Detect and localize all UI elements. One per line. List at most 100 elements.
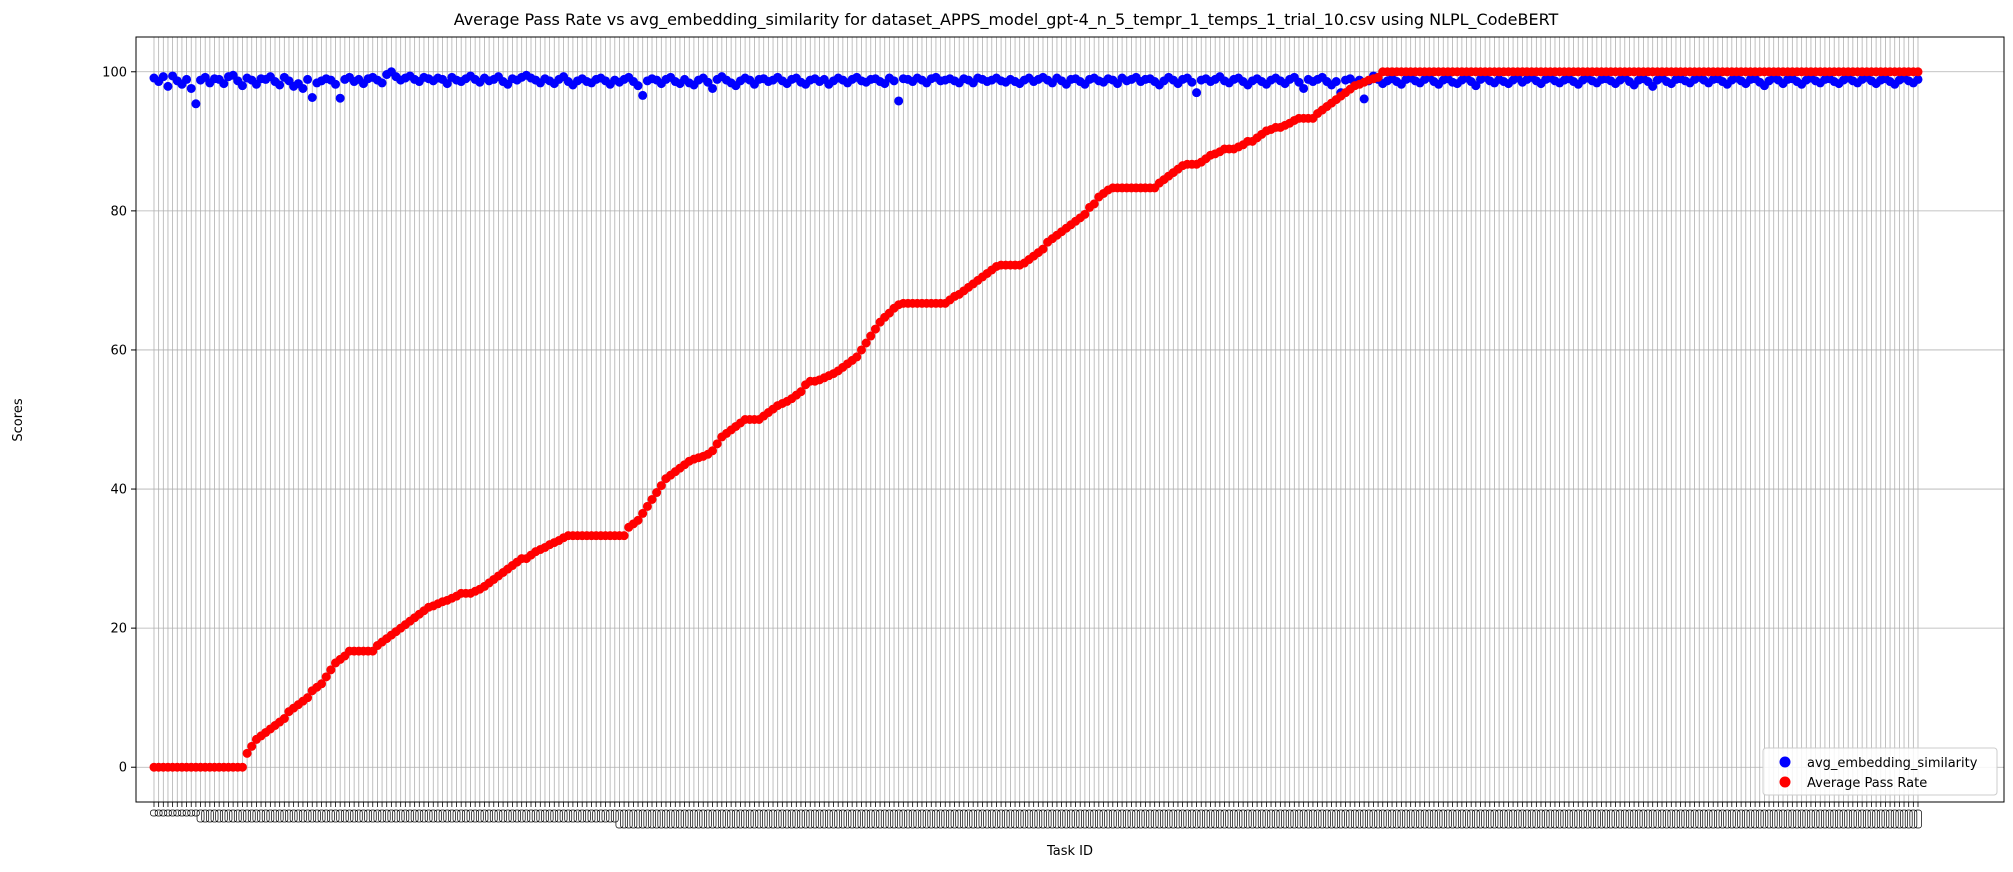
x-tick-label-glyph — [866, 809, 875, 829]
x-tick-label-glyph — [1737, 809, 1745, 829]
x-tick-label-glyph — [508, 809, 517, 823]
x-tick-label-glyph — [415, 809, 424, 823]
x-tick-label-glyph — [1290, 809, 1299, 829]
x-tick-label-glyph — [792, 809, 801, 829]
x-tick-label-glyph — [1108, 809, 1117, 829]
x-tick-label-glyph — [1704, 809, 1713, 829]
x-tick-label-glyph — [345, 809, 354, 823]
legend-label-avg-embedding-similarity: avg_embedding_similarity — [1807, 756, 1978, 771]
point-average-pass-rate — [647, 494, 657, 504]
x-tick-label-glyph — [1779, 809, 1787, 829]
x-tick-label-glyph — [233, 809, 242, 823]
x-tick-label-glyph — [829, 809, 838, 829]
series-average-pass-rate — [149, 67, 1923, 772]
x-tick-label-glyph — [1807, 809, 1815, 829]
x-tick-label-glyph — [1025, 809, 1033, 829]
x-tick-label-glyph — [1830, 809, 1839, 829]
x-tick-label-glyph — [1178, 809, 1187, 829]
y-tick-label: 60 — [110, 343, 127, 358]
x-tick-label-glyph — [1122, 809, 1131, 829]
x-tick-label-glyph — [555, 809, 563, 823]
point-average-pass-rate — [1038, 244, 1048, 254]
x-tick-label-glyph — [187, 809, 196, 817]
x-tick-label-glyph — [680, 809, 689, 829]
x-tick-label-glyph — [382, 809, 391, 823]
x-tick-label-glyph — [1686, 809, 1694, 829]
x-tick-label-glyph — [1141, 809, 1150, 829]
x-tick-label-glyph — [932, 809, 940, 829]
x-tick-label-glyph — [229, 809, 237, 823]
x-tick-label-glyph — [308, 809, 317, 823]
x-tick-label-glyph — [1797, 809, 1806, 829]
x-tick-label-glyph — [1085, 809, 1094, 829]
x-tick-label-glyph — [1206, 809, 1215, 829]
point-avg-embedding-similarity — [298, 83, 308, 93]
x-tick-label-glyph — [615, 809, 624, 829]
x-tick-label-glyph — [1769, 809, 1778, 829]
x-tick-label-glyph — [1397, 809, 1406, 829]
x-tick-label-glyph — [717, 809, 726, 829]
x-tick-label-glyph — [1318, 809, 1327, 829]
x-tick-label-glyph — [950, 809, 959, 829]
x-tick-label-glyph — [164, 809, 172, 817]
x-tick-label-glyph — [1662, 809, 1671, 829]
x-tick-label-glyph — [1081, 809, 1089, 829]
x-tick-label-glyph — [150, 809, 158, 817]
x-tick-label-glyph — [1406, 809, 1415, 829]
x-tick-label-glyph — [704, 809, 712, 829]
x-tick-label-glyph — [825, 809, 833, 829]
x-tick-label-glyph — [387, 809, 396, 823]
x-tick-label-glyph — [1048, 809, 1057, 829]
x-tick-label-glyph — [489, 809, 498, 823]
x-tick-label-glyph — [587, 809, 596, 823]
x-tick-label-glyph — [1606, 809, 1615, 829]
x-tick-label-glyph — [541, 809, 549, 823]
x-tick-label-glyph — [699, 809, 708, 829]
x-tick-label-glyph — [289, 809, 298, 823]
x-tick-label-glyph — [1327, 809, 1336, 829]
x-tick-label-glyph — [1644, 809, 1652, 829]
x-tick-label-glyph — [569, 809, 577, 823]
x-tick-label-glyph — [1215, 809, 1224, 829]
x-tick-label-glyph — [340, 809, 349, 823]
x-tick-label-glyph — [880, 809, 889, 829]
x-tick-label-glyph — [908, 809, 917, 829]
x-tick-label-glyph — [1592, 809, 1601, 829]
x-tick-label-glyph — [1462, 809, 1471, 829]
x-tick-label-glyph — [1090, 809, 1099, 829]
x-tick-label-glyph — [368, 809, 377, 823]
point-average-pass-rate — [708, 446, 718, 456]
x-tick-label-glyph — [764, 809, 773, 829]
x-tick-label-glyph — [624, 809, 633, 829]
point-average-pass-rate — [856, 345, 866, 355]
x-tick-label-glyph — [1490, 809, 1499, 829]
x-tick-label-glyph — [1360, 809, 1368, 829]
x-tick-label-glyph — [736, 809, 745, 829]
x-tick-label-glyph — [1867, 809, 1876, 829]
x-tick-label-glyph — [210, 809, 219, 823]
x-tick-label-glyph — [1625, 809, 1634, 829]
x-tick-label-glyph — [1220, 809, 1229, 829]
x-tick-label-glyph — [592, 809, 601, 823]
x-tick-label-glyph — [629, 809, 638, 829]
x-tick-label-glyph — [261, 809, 270, 823]
x-tick-label-glyph — [1402, 809, 1410, 829]
point-avg-embedding-similarity — [237, 81, 247, 91]
point-avg-embedding-similarity — [1648, 81, 1658, 91]
x-tick-label-glyph — [1630, 809, 1638, 829]
x-tick-label-glyph — [1755, 809, 1764, 829]
x-tick-label-glyph — [1174, 809, 1182, 829]
x-tick-label-glyph — [894, 809, 903, 829]
x-tick-label-glyph — [1146, 809, 1154, 829]
x-tick-label-glyph — [1127, 809, 1136, 829]
x-tick-label-glyph — [1732, 809, 1741, 829]
x-tick-label-glyph — [257, 809, 265, 823]
x-tick-label-glyph — [1453, 809, 1462, 829]
x-tick-label-glyph — [354, 809, 363, 823]
x-tick-label-glyph — [1718, 809, 1727, 829]
x-tick-label-glyph — [773, 809, 782, 829]
x-tick-label-glyph — [1369, 809, 1378, 829]
x-tick-label-glyph — [271, 809, 279, 823]
x-tick-label-glyph — [1546, 809, 1555, 829]
point-average-pass-rate — [870, 324, 880, 334]
